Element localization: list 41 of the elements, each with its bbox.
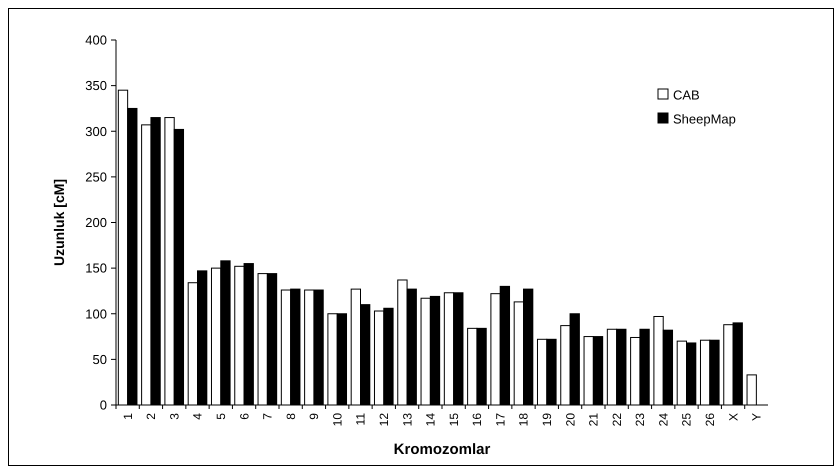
x-tick-label: 23 — [633, 412, 648, 426]
x-tick-label: Y — [750, 413, 764, 422]
y-tick-label: 300 — [85, 124, 107, 139]
x-tick-label: 12 — [376, 412, 391, 426]
x-tick-label: 25 — [680, 412, 694, 426]
y-tick-label: 150 — [85, 260, 107, 276]
x-tick-label: 6 — [237, 412, 252, 420]
x-tick-label: 9 — [307, 412, 322, 420]
y-tick-label: 0 — [100, 398, 107, 413]
x-tick-label: 14 — [424, 412, 438, 426]
x-tick-label: 7 — [260, 412, 275, 420]
x-tick-label: 11 — [354, 412, 368, 426]
x-tick-label: 10 — [330, 412, 344, 426]
y-tick-label: 250 — [85, 169, 107, 184]
y-axis-title: Uzunluk [cM] — [51, 178, 67, 266]
y-tick-label: 100 — [85, 306, 107, 322]
legend-label: CAB — [673, 88, 700, 103]
x-tick-label: 5 — [214, 412, 228, 420]
x-tick-label: 4 — [190, 412, 205, 420]
legend-label: SheepMap — [673, 112, 736, 127]
x-tick-label: 2 — [144, 412, 158, 420]
x-tick-label: 8 — [284, 412, 298, 420]
x-tick-label: 13 — [400, 412, 414, 426]
x-tick-label: 21 — [586, 412, 601, 426]
y-tick-label: 200 — [85, 215, 107, 230]
x-tick-label: 24 — [656, 412, 670, 426]
x-tick-label: 19 — [540, 412, 554, 426]
x-tick-label: 1 — [120, 412, 135, 420]
x-tick-label: X — [726, 413, 740, 422]
x-tick-label: 20 — [563, 412, 578, 426]
y-tick-label: 400 — [85, 32, 107, 48]
x-tick-label: 18 — [516, 412, 531, 426]
x-tick-label: 17 — [493, 412, 508, 426]
x-tick-label: 3 — [167, 412, 182, 420]
x-axis-title: Kromozomlar — [394, 441, 490, 458]
y-tick-label: 50 — [92, 352, 107, 367]
x-tick-label: 26 — [702, 412, 717, 426]
x-tick-label: 16 — [470, 412, 484, 426]
x-tick-label: 22 — [610, 412, 624, 426]
y-tick-label: 350 — [85, 78, 107, 94]
x-tick-label: 15 — [446, 412, 461, 426]
